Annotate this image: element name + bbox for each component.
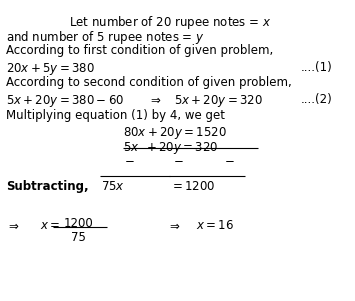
Text: ....(1): ....(1) xyxy=(301,61,333,74)
Text: 75: 75 xyxy=(71,231,86,244)
Text: $5x + 20y = 320$: $5x + 20y = 320$ xyxy=(174,93,262,109)
Text: $\Rightarrow$: $\Rightarrow$ xyxy=(148,93,162,106)
Text: −: − xyxy=(124,155,134,168)
Text: $x = 16$: $x = 16$ xyxy=(196,219,234,232)
Text: $5x + 20y = 380 - 60$: $5x + 20y = 380 - 60$ xyxy=(6,93,124,109)
Text: Multiplying equation (1) by 4, we get: Multiplying equation (1) by 4, we get xyxy=(6,109,225,122)
Text: According to second condition of given problem,: According to second condition of given p… xyxy=(6,76,291,89)
Text: $\Rightarrow$: $\Rightarrow$ xyxy=(6,219,19,232)
Text: and number of 5 rupee notes = $y$: and number of 5 rupee notes = $y$ xyxy=(6,29,204,46)
Text: $80x + 20y = 1520$: $80x + 20y = 1520$ xyxy=(123,125,226,141)
Text: ....(2): ....(2) xyxy=(301,93,333,106)
Text: $x = $: $x = $ xyxy=(40,219,60,232)
Text: Subtracting,: Subtracting, xyxy=(6,181,88,194)
Text: $5x \;\; + 20y = 320$: $5x \;\; + 20y = 320$ xyxy=(123,140,218,156)
Text: According to first condition of given problem,: According to first condition of given pr… xyxy=(6,44,273,57)
Text: $\Rightarrow$: $\Rightarrow$ xyxy=(167,219,180,232)
Text: $= 1200$: $= 1200$ xyxy=(170,181,215,194)
Text: −: − xyxy=(174,155,184,168)
Text: 1200: 1200 xyxy=(64,217,93,230)
Text: Let number of 20 rupee notes = $x$: Let number of 20 rupee notes = $x$ xyxy=(69,14,271,31)
Text: $75x$: $75x$ xyxy=(101,181,125,194)
Text: $20x + 5y = 380$: $20x + 5y = 380$ xyxy=(6,61,94,77)
Text: −: − xyxy=(224,155,234,168)
